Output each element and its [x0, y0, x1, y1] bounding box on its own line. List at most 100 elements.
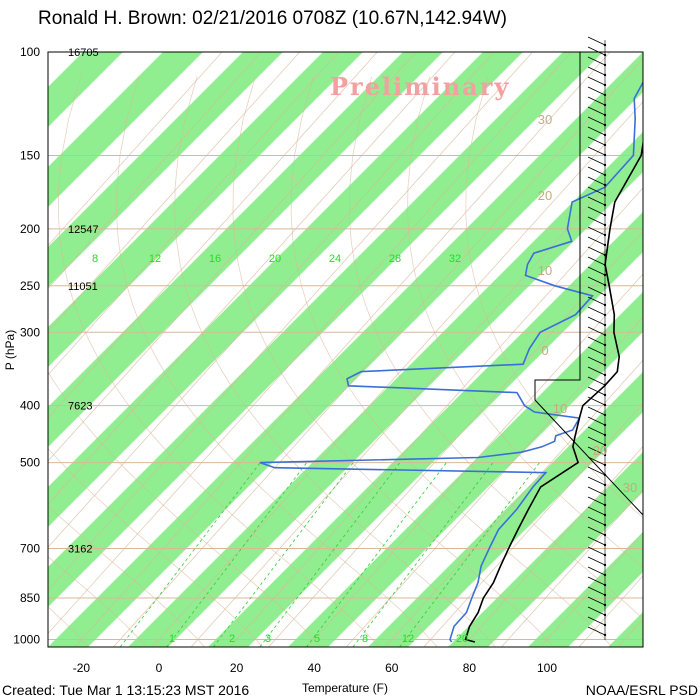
barb-dot: [603, 283, 607, 287]
wind-barb: [587, 336, 606, 346]
isotherm-line: [48, 52, 378, 419]
wind-barb: [587, 366, 606, 376]
wind-barb: [587, 46, 606, 56]
isotherm-line: [48, 52, 456, 505]
dry-adiabat: [232, 76, 555, 647]
barb-dot: [603, 63, 607, 67]
wind-barb: [587, 406, 606, 416]
isotherm-line: [48, 52, 262, 290]
height-label: 11051: [68, 281, 98, 293]
height-label: 16705: [68, 47, 99, 59]
moist-band: [288, 292, 643, 647]
wind-barb: [587, 246, 606, 256]
wind-barb: [587, 576, 606, 586]
wind-barb: [587, 166, 606, 176]
wind-barb: [587, 556, 606, 566]
isotherm-line: [48, 52, 417, 462]
barb-dot: [603, 243, 607, 247]
wind-barb: [587, 596, 606, 606]
background-grid: [48, 52, 643, 647]
wind-barb: [587, 476, 606, 486]
isotherm-line: [229, 187, 643, 647]
isotherm-line: [48, 52, 495, 548]
moist-band: [48, 52, 203, 207]
barb-dot: [603, 273, 607, 277]
wind-barb: [587, 626, 606, 636]
wind-barb: [587, 396, 606, 406]
dry-adiabat: [348, 76, 643, 620]
isotherm-line: [345, 316, 643, 647]
wind-barb: [587, 146, 606, 156]
wind-barb: [587, 586, 606, 596]
moist-band: [48, 52, 643, 647]
wind-barb: [587, 356, 606, 366]
wind-barb: [587, 546, 606, 556]
barb-dot: [603, 163, 607, 167]
isotherm-label: 10: [538, 263, 552, 278]
barb-dot: [603, 203, 607, 207]
barb-dot: [603, 583, 607, 587]
wind-barb: [587, 486, 606, 496]
y-tick-label: 500: [20, 456, 40, 470]
mixing-ratio-label: 24: [329, 253, 341, 265]
barb-dot: [603, 543, 607, 547]
barb-dot: [603, 363, 607, 367]
barb-dot: [603, 103, 607, 107]
barb-dot: [603, 453, 607, 457]
y-tick-label: 700: [20, 541, 40, 555]
mixing-ratio-label: 8: [362, 633, 368, 645]
wind-barb: [587, 606, 606, 616]
wind-barb: [587, 276, 606, 286]
moist-band: [48, 52, 523, 527]
isotherm-line: [462, 445, 643, 647]
wind-barb: [587, 496, 606, 506]
moist-band: [48, 52, 123, 127]
moist-band: [48, 52, 603, 607]
wind-barb: [587, 616, 606, 626]
x-tick-label: 100: [537, 661, 557, 675]
mixing-ratio-label: 28: [389, 253, 401, 265]
wind-barb: [587, 236, 606, 246]
dry-adiabat: [174, 76, 496, 647]
isotherm-line: [190, 144, 643, 647]
wind-barb: [587, 316, 606, 326]
barb-dot: [603, 233, 607, 237]
wind-barb: [587, 226, 606, 236]
barb-dot: [603, 223, 607, 227]
isotherm-line: [48, 52, 301, 333]
barb-dot: [603, 93, 607, 97]
height-label: 7623: [68, 401, 92, 413]
barb-dot: [603, 213, 607, 217]
wind-barb: [587, 536, 606, 546]
barb-dot: [603, 523, 607, 527]
barb-dot: [603, 303, 607, 307]
height-label: 12547: [68, 224, 99, 236]
barb-dot: [603, 113, 607, 117]
y-tick-label: 150: [20, 148, 40, 162]
height-label: 3162: [68, 543, 92, 555]
wind-barb: [587, 456, 606, 466]
barb-dot: [603, 333, 607, 337]
y-tick-label: 300: [20, 325, 40, 339]
dry-adiabat: [290, 76, 613, 647]
temperature-line: [464, 138, 643, 643]
mixing-ratio-label: 3: [265, 633, 271, 645]
mixing-ratio-label: 2: [229, 633, 235, 645]
mixing-ratio-label: 20: [456, 633, 468, 645]
wind-barb: [587, 286, 606, 296]
barb-dot: [603, 443, 607, 447]
barb-dot: [603, 553, 607, 557]
isotherm-line: [423, 402, 643, 647]
moist-band: [608, 612, 643, 647]
barb-dot: [603, 383, 607, 387]
x-tick-label: 60: [385, 661, 399, 675]
barb-dot: [603, 323, 607, 327]
barb-dot: [603, 393, 607, 397]
mixing-ratio-line: [259, 462, 401, 647]
mixing-ratio-line: [306, 462, 447, 647]
barb-dot: [603, 83, 607, 87]
barb-dot: [603, 123, 607, 127]
barb-dot: [603, 403, 607, 407]
barb-dot: [603, 373, 607, 377]
